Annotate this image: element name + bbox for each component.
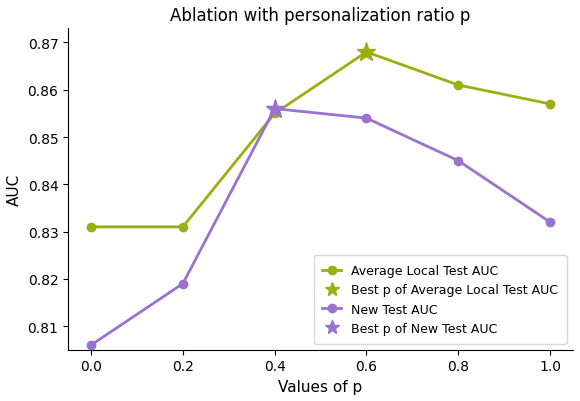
Legend: Average Local Test AUC, Best p of Average Local Test AUC, New Test AUC, Best p o: Average Local Test AUC, Best p of Averag… [314,256,567,344]
X-axis label: Values of p: Values of p [278,379,362,394]
Title: Ablation with personalization ratio p: Ablation with personalization ratio p [171,7,471,25]
Y-axis label: AUC: AUC [7,174,22,206]
